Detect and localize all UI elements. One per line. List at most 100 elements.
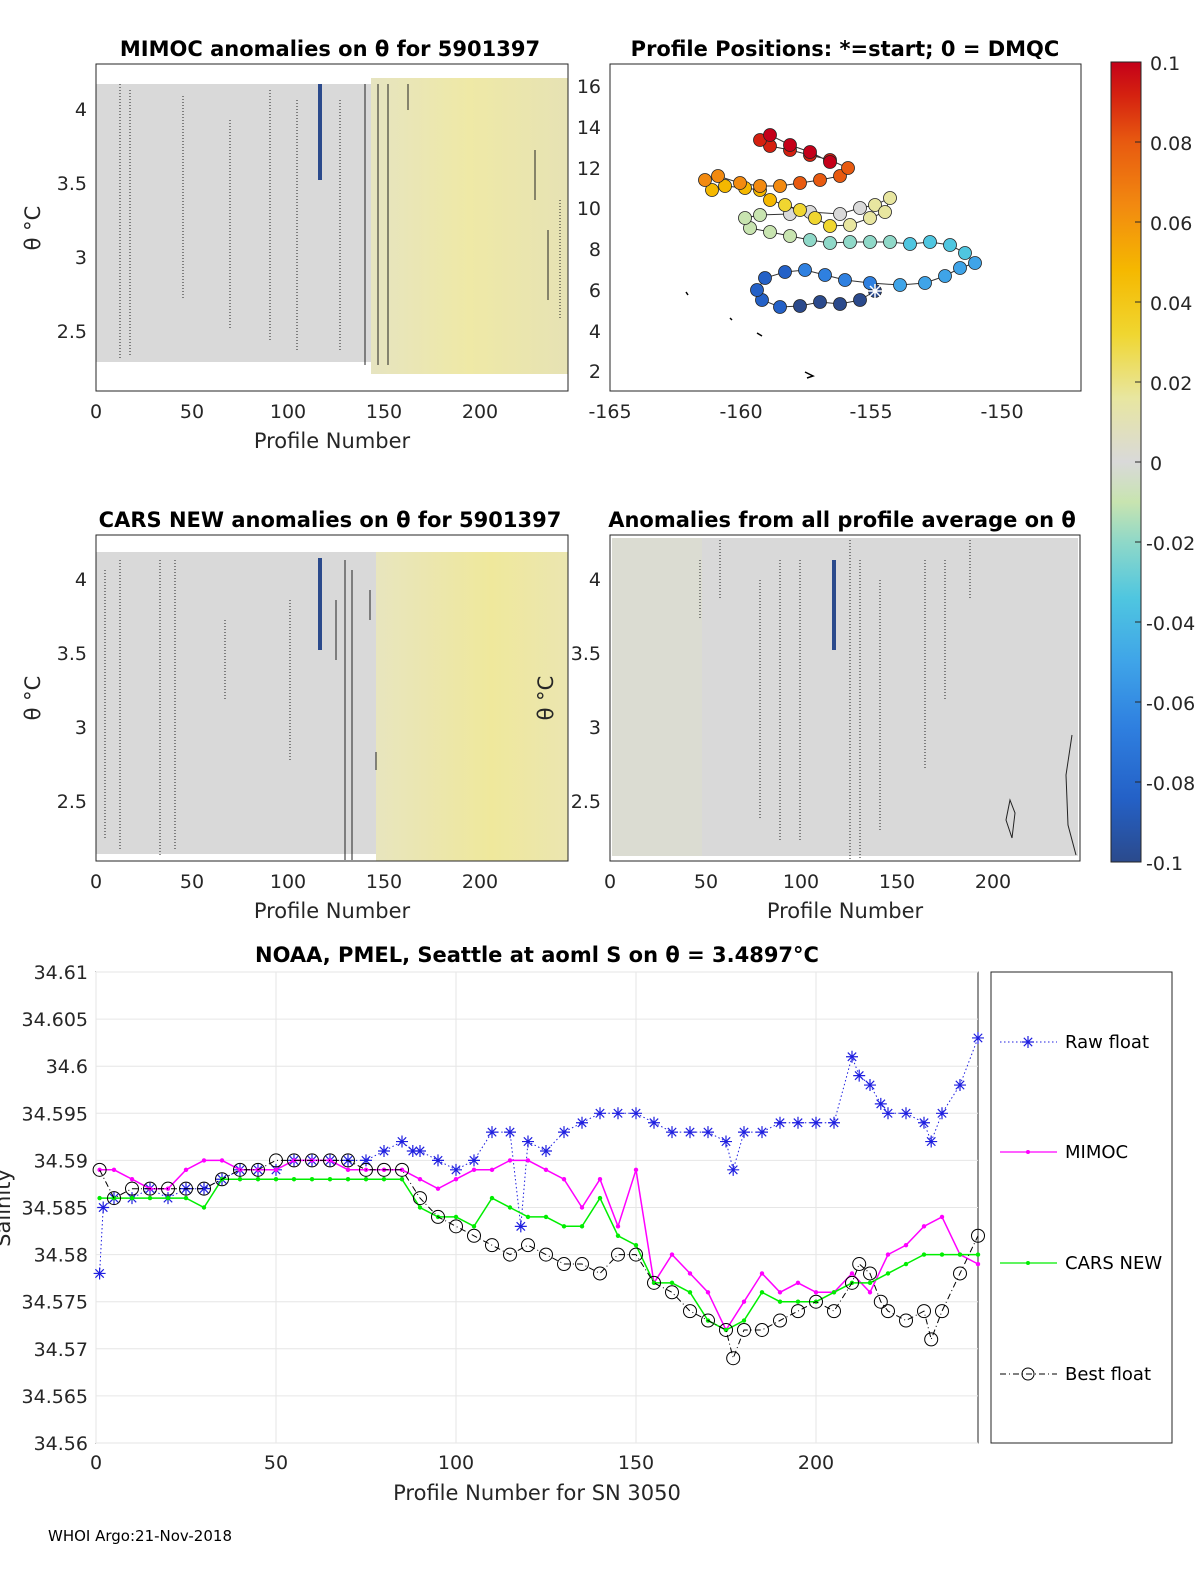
data-point	[183, 1195, 189, 1201]
colorbar-ticks: 0.1 0.08 0.06 0.04 0.02 0 -0.02 -0.04 -0…	[1146, 53, 1195, 875]
data-point	[165, 1186, 171, 1191]
data-point	[687, 1290, 693, 1295]
data-point	[795, 1299, 801, 1304]
colorbar-tick: -0.02	[1146, 533, 1195, 555]
data-point	[92, 1162, 107, 1177]
data-point	[219, 1158, 225, 1163]
data-point	[359, 1162, 373, 1177]
data-point	[874, 1097, 887, 1110]
allavg-contours	[699, 540, 1077, 860]
allavg-xtick: 0	[604, 871, 616, 893]
data-point	[852, 1257, 867, 1272]
start-star-marker	[868, 284, 882, 298]
profile-position-marker	[753, 208, 767, 222]
data-point	[756, 1126, 768, 1139]
cars-xtick: 0	[90, 871, 102, 893]
data-point	[576, 1116, 588, 1129]
legend-entry-cars: CARS NEW	[1000, 1253, 1162, 1274]
profile-position-marker	[833, 297, 847, 311]
profile-position-marker	[758, 271, 772, 285]
data-point	[251, 1162, 265, 1177]
data-point	[849, 1271, 855, 1276]
salinity-ytick: 34.57	[34, 1339, 88, 1361]
data-point	[255, 1177, 261, 1182]
colorbar: 0.1 0.08 0.06 0.04 0.02 0 -0.02 -0.04 -0…	[1110, 53, 1195, 875]
profile-position-marker	[863, 276, 877, 290]
data-point	[414, 1144, 426, 1157]
data-point	[399, 1177, 405, 1182]
data-point	[755, 1322, 769, 1337]
allavg-xtick: 100	[783, 871, 819, 893]
data-point	[471, 1167, 477, 1173]
positions-yticks: 16 14 12 10 8 6 4 2	[577, 76, 601, 383]
profile-position-marker	[923, 235, 937, 249]
data-point	[669, 1280, 675, 1286]
allavg-ytick: 2.5	[571, 791, 601, 813]
data-point	[125, 1181, 139, 1196]
data-point	[273, 1177, 279, 1182]
data-point	[720, 1135, 732, 1148]
series-mimoc	[97, 1158, 981, 1333]
salinity-ytick: 34.61	[34, 962, 88, 984]
profile-position-marker	[763, 128, 777, 142]
data-point	[867, 1280, 873, 1286]
mimoc-xticks: 0 50 100 150 200	[90, 401, 498, 423]
data-point	[827, 1304, 841, 1319]
mimoc-xtick: 50	[180, 401, 204, 423]
salinity-xtick: 50	[264, 1452, 288, 1474]
data-point	[558, 1126, 570, 1139]
data-point	[777, 1299, 783, 1304]
data-point	[630, 1107, 642, 1120]
data-point	[774, 1116, 786, 1129]
profile-position-marker	[753, 179, 767, 193]
profile-position-marker	[705, 183, 719, 197]
data-point	[449, 1219, 463, 1234]
data-point	[936, 1107, 948, 1120]
profile-position-marker	[823, 155, 837, 169]
allavg-xticks: 0 50 100 150 200	[604, 871, 1011, 893]
data-point	[795, 1280, 801, 1286]
data-point	[435, 1186, 441, 1191]
data-point	[647, 1275, 661, 1290]
data-point	[615, 1233, 621, 1238]
cars-xtick: 200	[462, 871, 498, 893]
data-point	[396, 1135, 408, 1148]
data-point	[975, 1261, 981, 1267]
data-point	[525, 1214, 531, 1220]
data-point	[924, 1332, 939, 1347]
profile-position-marker	[863, 235, 877, 249]
data-point	[579, 1224, 585, 1229]
profile-position-marker	[833, 207, 847, 221]
colorbar-tick: -0.08	[1146, 773, 1195, 795]
legend: Raw float MIMOC CARS NEW Best float	[990, 971, 1173, 1444]
salinity-ytick: 34.6	[46, 1056, 88, 1078]
data-point	[507, 1158, 513, 1163]
data-point	[831, 1290, 837, 1295]
data-point	[810, 1116, 822, 1129]
colorbar-tick: 0.08	[1150, 133, 1192, 155]
profile-position-marker	[778, 265, 792, 279]
legend-raw-marker	[1022, 1036, 1034, 1048]
data-point	[453, 1177, 459, 1182]
salinity-xtick: 100	[438, 1452, 474, 1474]
data-point	[287, 1153, 301, 1168]
cars-ytick: 2.5	[57, 791, 87, 813]
data-point	[183, 1167, 189, 1173]
allavg-ytick: 3.5	[571, 643, 601, 665]
profile-position-marker	[893, 278, 907, 292]
colorbar-tick: -0.04	[1146, 613, 1195, 635]
data-point	[129, 1195, 135, 1201]
profile-position-marker	[803, 233, 817, 247]
data-point	[723, 1327, 729, 1333]
cars-ytick: 3.5	[57, 643, 87, 665]
legend-raw-label: Raw float	[1065, 1032, 1149, 1053]
data-point	[845, 1275, 859, 1290]
data-point	[597, 1177, 603, 1182]
profile-position-marker	[803, 145, 817, 159]
data-point	[629, 1247, 643, 1262]
cars-xtick: 100	[270, 871, 306, 893]
profile-position-marker	[808, 211, 822, 225]
data-point	[323, 1153, 337, 1168]
data-point	[561, 1177, 567, 1182]
data-point	[363, 1177, 369, 1182]
